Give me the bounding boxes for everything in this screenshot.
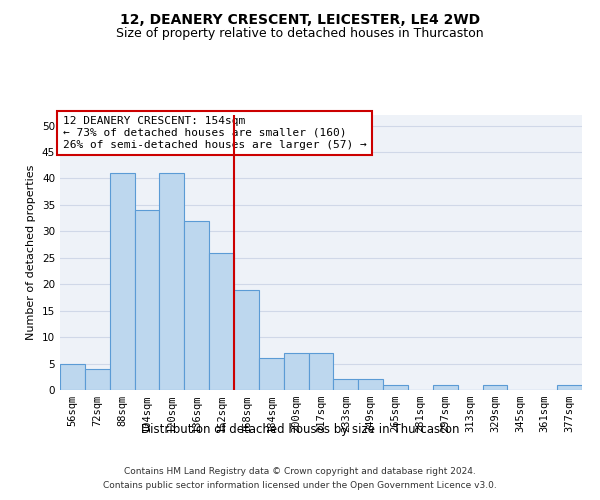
Bar bbox=[334, 380, 358, 390]
Bar bbox=[557, 384, 582, 390]
Y-axis label: Number of detached properties: Number of detached properties bbox=[26, 165, 37, 340]
Text: Distribution of detached houses by size in Thurcaston: Distribution of detached houses by size … bbox=[141, 422, 459, 436]
Text: 12, DEANERY CRESCENT, LEICESTER, LE4 2WD: 12, DEANERY CRESCENT, LEICESTER, LE4 2WD bbox=[120, 12, 480, 26]
Bar bbox=[433, 384, 458, 390]
Bar bbox=[482, 384, 508, 390]
Bar bbox=[184, 221, 209, 390]
Bar bbox=[209, 252, 234, 390]
Bar bbox=[358, 380, 383, 390]
Text: 12 DEANERY CRESCENT: 154sqm
← 73% of detached houses are smaller (160)
26% of se: 12 DEANERY CRESCENT: 154sqm ← 73% of det… bbox=[62, 116, 367, 150]
Text: Contains HM Land Registry data © Crown copyright and database right 2024.: Contains HM Land Registry data © Crown c… bbox=[124, 468, 476, 476]
Text: Contains public sector information licensed under the Open Government Licence v3: Contains public sector information licen… bbox=[103, 481, 497, 490]
Bar bbox=[234, 290, 259, 390]
Bar bbox=[284, 353, 308, 390]
Bar bbox=[383, 384, 408, 390]
Bar bbox=[308, 353, 334, 390]
Bar bbox=[134, 210, 160, 390]
Bar bbox=[60, 364, 85, 390]
Bar bbox=[110, 173, 134, 390]
Bar bbox=[160, 173, 184, 390]
Bar bbox=[259, 358, 284, 390]
Bar bbox=[85, 369, 110, 390]
Text: Size of property relative to detached houses in Thurcaston: Size of property relative to detached ho… bbox=[116, 28, 484, 40]
